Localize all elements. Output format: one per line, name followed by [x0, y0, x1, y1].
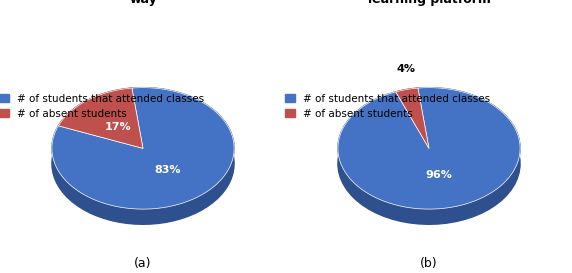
Text: 4%: 4%	[396, 64, 415, 74]
Polygon shape	[338, 88, 520, 209]
Text: 96%: 96%	[426, 170, 452, 180]
Polygon shape	[396, 88, 429, 148]
Title: Course participation using the e-
learning platform: Course participation using the e- learni…	[313, 0, 545, 6]
Polygon shape	[396, 88, 418, 107]
Polygon shape	[338, 88, 520, 224]
Polygon shape	[58, 88, 143, 148]
Text: 83%: 83%	[155, 165, 181, 175]
Text: 17%: 17%	[105, 122, 132, 132]
Legend: # of students that attended classes, # of absent students: # of students that attended classes, # o…	[285, 94, 490, 119]
Text: (a): (a)	[134, 257, 152, 270]
Polygon shape	[52, 88, 234, 224]
Polygon shape	[58, 88, 132, 141]
Title: Course participation in traditional
way: Course participation in traditional way	[24, 0, 262, 6]
Text: (b): (b)	[420, 257, 438, 270]
Legend: # of students that attended classes, # of absent students: # of students that attended classes, # o…	[0, 94, 204, 119]
Polygon shape	[52, 88, 234, 209]
